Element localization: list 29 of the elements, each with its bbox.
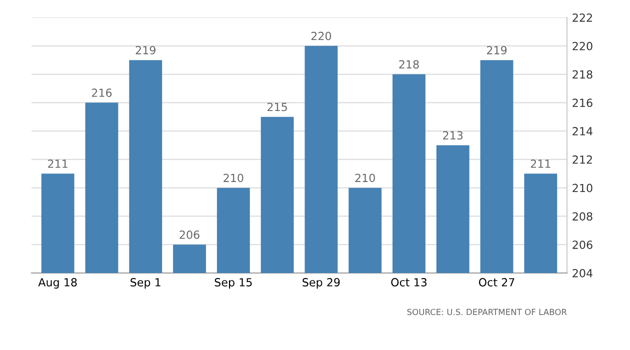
data-label: 215 (268, 102, 287, 112)
data-label: 210 (355, 174, 375, 182)
y-tick-label: 218 (572, 70, 592, 79)
x-tick-label: Aug 18 (38, 278, 77, 289)
x-tick-label: Oct 27 (478, 278, 514, 286)
data-label: 211 (48, 160, 68, 168)
y-tick-label: 208 (572, 212, 592, 221)
y-tick-label: 210 (572, 184, 592, 192)
x-tick-label: Sep 15 (214, 278, 252, 289)
x-tick-label: Sep 1 (130, 278, 160, 289)
data-label: 213 (443, 131, 463, 140)
source-note: SOURCE: U.S. DEPARTMENT OF LABOR (407, 308, 567, 316)
data-label: 206 (180, 230, 200, 239)
y-tick-label: 206 (572, 240, 592, 249)
data-label: 219 (486, 46, 507, 54)
data-label: 211 (530, 160, 550, 168)
data-label: 216 (92, 88, 112, 97)
y-tick-label: 216 (572, 98, 592, 108)
y-tick-label: 214 (572, 127, 592, 136)
y-tick-label: 204 (572, 268, 592, 278)
data-label: 219 (136, 46, 156, 54)
y-tick-label: 222 (572, 13, 592, 22)
y-tick-label: 220 (572, 42, 592, 50)
x-tick-label: Sep 29 (302, 278, 340, 289)
data-label: 218 (399, 60, 419, 69)
x-tick-label: Oct 13 (391, 278, 427, 286)
data-label: 210 (224, 174, 244, 182)
data-label: 220 (311, 32, 332, 40)
y-tick-label: 212 (572, 155, 592, 164)
